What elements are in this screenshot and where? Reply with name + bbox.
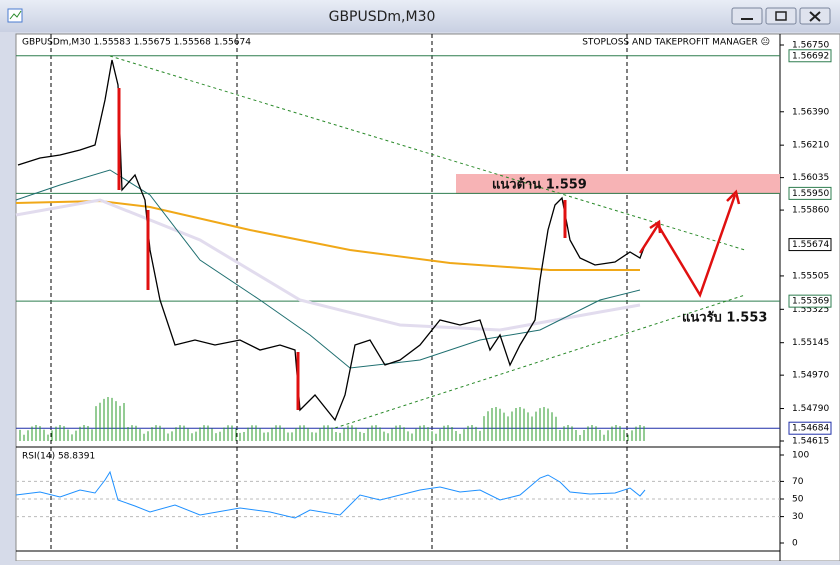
price-tick-label: 1.56750 bbox=[792, 41, 829, 51]
app-icon-line bbox=[9, 10, 22, 20]
rsi-tick-label: 70 bbox=[792, 477, 804, 487]
arrow-head bbox=[726, 189, 741, 205]
volume-bars bbox=[19, 397, 645, 441]
level-box bbox=[788, 238, 832, 252]
chart-area bbox=[15, 33, 840, 562]
rsi-label: RSI(14) 58.8391 bbox=[22, 452, 95, 462]
level-label: 1.55950 bbox=[792, 189, 829, 199]
price-axis: 1.56750 1.56390 1.56210 1.56035 1.55860 1.555… bbox=[780, 41, 832, 549]
level-box bbox=[788, 186, 832, 200]
level-box bbox=[788, 49, 832, 63]
price-candles bbox=[17, 59, 646, 422]
levels bbox=[16, 55, 780, 518]
resistance-zone bbox=[456, 174, 780, 194]
title-bar bbox=[0, 0, 840, 32]
manager-label: STOPLOSS AND TAKEPROFIT MANAGER ☹ bbox=[582, 37, 770, 48]
price-tick-label: 1.54970 bbox=[792, 371, 829, 381]
price-tick-label: 1.56035 bbox=[792, 173, 829, 183]
support-label: แนวรับ 1.553 bbox=[682, 311, 767, 326]
bearish-candles bbox=[117, 88, 567, 410]
level-label: 1.54684 bbox=[792, 424, 829, 434]
period-separators bbox=[50, 34, 628, 551]
maximize-button[interactable] bbox=[765, 7, 797, 25]
resistance-label: แนวต้าน 1.559 bbox=[492, 177, 587, 193]
level-label: 1.56692 bbox=[792, 51, 829, 61]
close-icon bbox=[809, 11, 821, 22]
chart-header: GBPUSDm,M30 1.55583 1.55675 1.55568 1.55… bbox=[22, 38, 251, 48]
rsi-tick-label: 100 bbox=[792, 451, 809, 461]
window-buttons bbox=[731, 7, 831, 25]
minimize-button[interactable] bbox=[731, 7, 763, 25]
price-tick-label: 1.55145 bbox=[792, 338, 829, 348]
forecast-path bbox=[638, 194, 737, 298]
ma-teal bbox=[15, 169, 641, 369]
ma-lavender bbox=[15, 198, 641, 332]
level-box bbox=[788, 421, 832, 435]
price-tick-label: 1.55505 bbox=[792, 271, 829, 281]
price-tick-label: 1.54615 bbox=[792, 436, 829, 446]
rsi-line bbox=[15, 470, 646, 519]
price-tick-label: 1.55325 bbox=[792, 305, 829, 315]
level-box bbox=[788, 294, 832, 308]
level-label: 1.55369 bbox=[792, 297, 829, 307]
rsi-tick-label: 30 bbox=[792, 512, 804, 522]
rsi-tick-label: 0 bbox=[792, 539, 798, 549]
price-tick-label: 1.56210 bbox=[792, 141, 829, 151]
price-tick-label: 1.54790 bbox=[792, 404, 829, 414]
arrow-head bbox=[649, 219, 662, 234]
price-tick-label: 1.56390 bbox=[792, 107, 829, 117]
maximize-icon bbox=[775, 11, 787, 21]
trend-line-upper bbox=[109, 55, 746, 251]
rsi-tick-label: 50 bbox=[792, 495, 804, 505]
price-tick-label: 1.55860 bbox=[792, 206, 829, 216]
level-label: 1.55674 bbox=[792, 240, 829, 250]
window-title: GBPUSDm,M30 bbox=[329, 9, 436, 25]
